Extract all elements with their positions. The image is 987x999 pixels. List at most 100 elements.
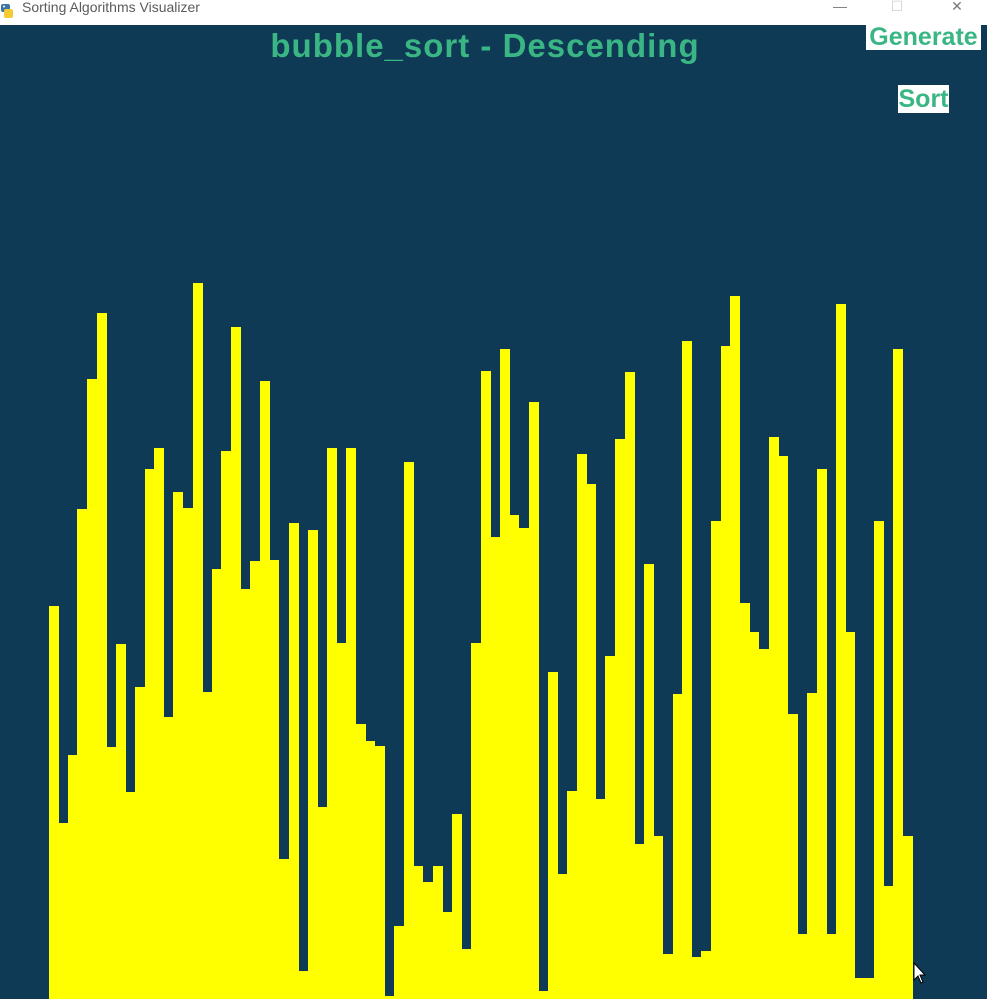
array-bar (346, 448, 357, 999)
array-bar (230, 327, 242, 999)
array-bar (470, 643, 482, 999)
array-bar (394, 926, 405, 999)
array-bar (422, 882, 434, 999)
window-titlebar: Sorting Algorithms Visualizer — ☐ ✕ (0, 0, 987, 25)
array-bar (701, 951, 712, 999)
array-bar (653, 836, 664, 999)
array-bar (682, 341, 693, 999)
array-bar (835, 304, 846, 999)
array-bar (672, 694, 683, 999)
array-bar (48, 606, 59, 999)
array-bar (317, 807, 328, 999)
array-bar (624, 372, 635, 999)
array-bar (259, 381, 270, 999)
array-bar (826, 934, 837, 999)
array-bar (576, 454, 587, 999)
array-bar (490, 537, 501, 999)
array-bar (778, 456, 789, 999)
array-bar (797, 934, 808, 999)
array-bar (634, 844, 645, 999)
array-bar (221, 451, 232, 999)
minimize-icon[interactable]: — (833, 0, 847, 14)
array-bar (509, 515, 520, 999)
array-bar (77, 509, 88, 999)
array-bar (307, 530, 318, 999)
array-bar (902, 836, 914, 999)
array-bar (240, 589, 251, 999)
maximize-icon[interactable]: ☐ (890, 0, 904, 14)
array-bar (528, 402, 539, 999)
array-bar (365, 741, 376, 999)
array-bar (730, 296, 741, 999)
mouse-pointer-icon (913, 962, 927, 984)
array-bar (461, 949, 472, 999)
array-bar (691, 957, 702, 999)
array-bar (518, 528, 530, 999)
array-bar (480, 371, 491, 999)
array-bar (278, 859, 290, 999)
array-bar (720, 346, 731, 999)
array-bar (298, 971, 309, 999)
array-bar (893, 349, 904, 999)
array-bar (758, 649, 770, 999)
array-bar (605, 656, 616, 999)
bar-chart (0, 25, 987, 999)
window-title: Sorting Algorithms Visualizer (22, 0, 200, 15)
array-bar (403, 462, 414, 999)
array-bar (643, 564, 654, 999)
array-bar (182, 508, 194, 999)
array-bar (58, 823, 69, 999)
array-bar (106, 747, 117, 999)
array-bar (566, 791, 578, 999)
array-bar (864, 978, 875, 999)
array-bar (374, 746, 386, 999)
array-bar (384, 996, 395, 999)
algorithm-title: bubble_sort - Descending (270, 27, 700, 64)
visualizer-canvas: bubble_sort - Descending Generate Sort (0, 25, 987, 999)
array-bar (250, 561, 261, 999)
generate-button[interactable]: Generate (866, 25, 981, 51)
array-bar (883, 886, 894, 999)
array-bar (442, 912, 453, 999)
array-bar (806, 693, 818, 999)
array-bar (816, 469, 827, 999)
array-bar (614, 439, 626, 999)
array-bar (269, 560, 280, 999)
array-bar (125, 792, 136, 999)
array-bar (854, 978, 866, 999)
array-bar (739, 603, 750, 999)
array-bar (710, 521, 722, 999)
array-bar (173, 492, 184, 999)
array-bar (586, 484, 597, 999)
array-bar (413, 866, 424, 999)
close-icon[interactable]: ✕ (951, 0, 963, 14)
array-bar (144, 469, 155, 999)
array-bar (874, 521, 885, 999)
array-bar (86, 379, 98, 999)
array-bar (202, 692, 213, 999)
array-bar (192, 283, 203, 999)
array-bar (595, 799, 606, 999)
array-bar (749, 632, 760, 999)
array-bar (662, 954, 674, 999)
array-bar (557, 874, 568, 999)
array-bar (451, 814, 462, 999)
array-bar (211, 569, 222, 999)
array-bar (96, 313, 107, 999)
array-bar (768, 437, 779, 999)
sort-button[interactable]: Sort (898, 84, 949, 113)
array-bar (845, 632, 856, 999)
array-bar (326, 448, 338, 999)
array-bar (288, 523, 299, 999)
array-bar (115, 644, 126, 999)
array-bar (547, 672, 558, 999)
array-bar (163, 717, 174, 999)
array-bar (538, 991, 549, 999)
array-bar (67, 755, 78, 999)
array-bar (355, 724, 366, 999)
array-bar (432, 866, 443, 999)
python-icon (1, 4, 13, 18)
array-bar (499, 349, 510, 999)
array-bar (134, 687, 146, 999)
array-bar (787, 714, 798, 999)
